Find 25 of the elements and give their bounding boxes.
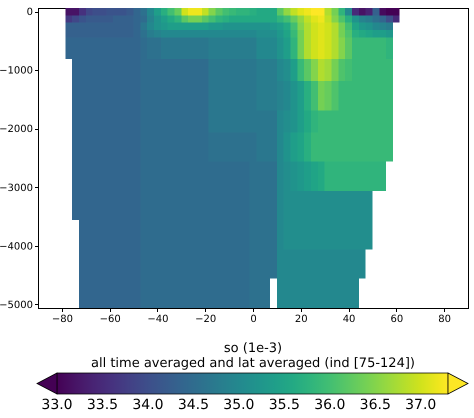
x-tick-label: 0 xyxy=(250,314,257,325)
color-bar-label: 36.5 xyxy=(360,397,391,413)
x-tick-label: 40 xyxy=(342,314,356,325)
x-tick-label: 80 xyxy=(438,314,451,325)
color-bar-label: 34.5 xyxy=(178,397,209,413)
color-bar-label: 36.0 xyxy=(314,397,346,413)
color-bar-label: 37.0 xyxy=(405,397,436,413)
color-bar-label: 33.0 xyxy=(41,397,73,413)
color-bar-title: so (1e-3) all time averaged and lat averaged (ind [75-124]) xyxy=(91,341,415,371)
y-tick-label: −5000 xyxy=(0,300,33,311)
x-tick-label: 60 xyxy=(390,314,404,325)
x-tick-label: 20 xyxy=(294,314,308,325)
y-tick-label: 0 xyxy=(26,7,33,18)
x-tick-label: −40 xyxy=(147,314,168,325)
y-tick-label: −2000 xyxy=(0,124,33,136)
y-tick-label: −1000 xyxy=(0,66,33,77)
y-tick-label: −3000 xyxy=(0,182,33,194)
x-tick-label: −80 xyxy=(52,314,73,325)
color-bar-label: 34.0 xyxy=(132,397,164,413)
x-tick-label: −60 xyxy=(100,314,121,325)
color-bar-label: 35.5 xyxy=(268,397,300,413)
color-bar-label: 35.0 xyxy=(223,397,254,413)
x-tick-label: −20 xyxy=(195,314,216,325)
y-tick-label: −4000 xyxy=(0,241,33,252)
color-bar-label: 33.5 xyxy=(86,397,118,413)
